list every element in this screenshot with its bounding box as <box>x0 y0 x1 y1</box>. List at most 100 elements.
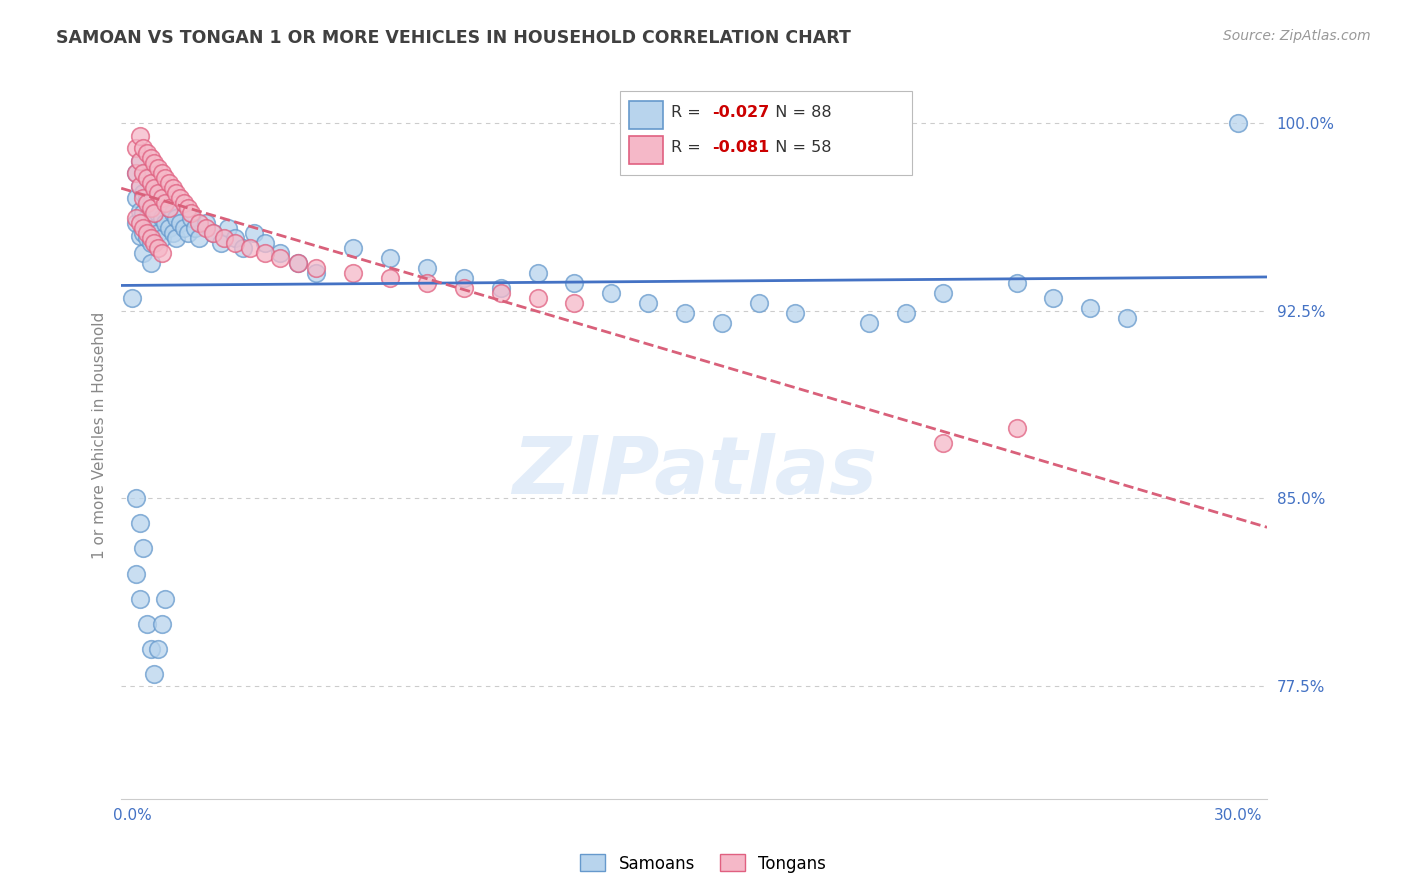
Point <box>166 186 188 200</box>
Point <box>176 226 198 240</box>
Point <box>673 306 696 320</box>
Point <box>150 166 173 180</box>
Point <box>132 166 155 180</box>
Point <box>143 181 166 195</box>
Point <box>143 221 166 235</box>
Point <box>416 261 439 276</box>
Point <box>136 616 159 631</box>
Point <box>342 241 364 255</box>
Point <box>136 226 159 240</box>
Point <box>162 226 184 240</box>
Text: N = 58: N = 58 <box>765 140 832 155</box>
Point <box>128 216 150 230</box>
Point <box>269 246 291 260</box>
Point <box>136 191 159 205</box>
Point <box>132 186 155 200</box>
Point <box>155 591 177 606</box>
Point <box>139 216 162 230</box>
Point <box>157 221 180 235</box>
Text: -0.081: -0.081 <box>713 140 769 155</box>
Point <box>125 566 148 581</box>
Point <box>139 236 162 251</box>
Point <box>146 186 169 200</box>
Point <box>169 191 191 205</box>
Point <box>125 141 148 155</box>
Point <box>180 206 202 220</box>
Text: R =: R = <box>671 105 706 120</box>
Point <box>139 256 162 270</box>
Point <box>305 266 328 280</box>
Point <box>146 206 169 220</box>
Point <box>146 241 169 255</box>
Point <box>143 236 166 251</box>
Point <box>128 178 150 193</box>
Point <box>166 211 188 226</box>
Point <box>143 206 166 220</box>
Text: N = 88: N = 88 <box>765 105 832 120</box>
Point <box>1226 116 1249 130</box>
Point <box>139 196 162 211</box>
Point <box>202 226 225 240</box>
Point <box>146 226 169 240</box>
Point <box>128 128 150 143</box>
Point <box>564 296 586 310</box>
Point <box>194 216 217 230</box>
Y-axis label: 1 or more Vehicles in Household: 1 or more Vehicles in Household <box>93 312 107 559</box>
Point <box>162 206 184 220</box>
Point <box>155 171 177 186</box>
Point <box>132 206 155 220</box>
Point <box>224 236 246 251</box>
Point <box>143 666 166 681</box>
Point <box>125 166 148 180</box>
Point <box>136 231 159 245</box>
Point <box>136 196 159 211</box>
Point <box>253 246 276 260</box>
Point <box>132 246 155 260</box>
Point <box>173 221 195 235</box>
Point <box>932 436 955 450</box>
Point <box>239 241 262 255</box>
Point <box>224 231 246 245</box>
Point <box>1042 291 1064 305</box>
Point <box>253 236 276 251</box>
Point <box>150 211 173 226</box>
FancyBboxPatch shape <box>628 136 664 164</box>
Point <box>125 191 148 205</box>
Point <box>287 256 309 270</box>
Text: SAMOAN VS TONGAN 1 OR MORE VEHICLES IN HOUSEHOLD CORRELATION CHART: SAMOAN VS TONGAN 1 OR MORE VEHICLES IN H… <box>56 29 851 46</box>
Point <box>489 281 512 295</box>
Point <box>143 156 166 170</box>
Point <box>150 231 173 245</box>
Point <box>132 141 155 155</box>
Point <box>894 306 917 320</box>
Point <box>155 196 177 211</box>
Point <box>1078 301 1101 316</box>
Point <box>710 316 733 330</box>
Point <box>125 211 148 226</box>
Point <box>136 211 159 226</box>
Point <box>526 291 548 305</box>
Point <box>162 181 184 195</box>
Point <box>146 641 169 656</box>
Point <box>139 151 162 165</box>
Point <box>858 316 880 330</box>
Point <box>202 226 225 240</box>
Point <box>143 201 166 215</box>
FancyBboxPatch shape <box>620 91 912 175</box>
Point <box>1005 421 1028 435</box>
Text: ZIPatlas: ZIPatlas <box>512 434 876 511</box>
Point <box>139 641 162 656</box>
Point <box>269 251 291 265</box>
Point <box>416 276 439 290</box>
Point <box>166 231 188 245</box>
Point <box>637 296 659 310</box>
Point <box>1116 311 1139 326</box>
Point <box>169 216 191 230</box>
Point <box>139 231 162 245</box>
Point <box>243 226 266 240</box>
Point <box>785 306 807 320</box>
FancyBboxPatch shape <box>628 102 664 128</box>
Point <box>155 216 177 230</box>
Point <box>1005 276 1028 290</box>
Text: Source: ZipAtlas.com: Source: ZipAtlas.com <box>1223 29 1371 43</box>
